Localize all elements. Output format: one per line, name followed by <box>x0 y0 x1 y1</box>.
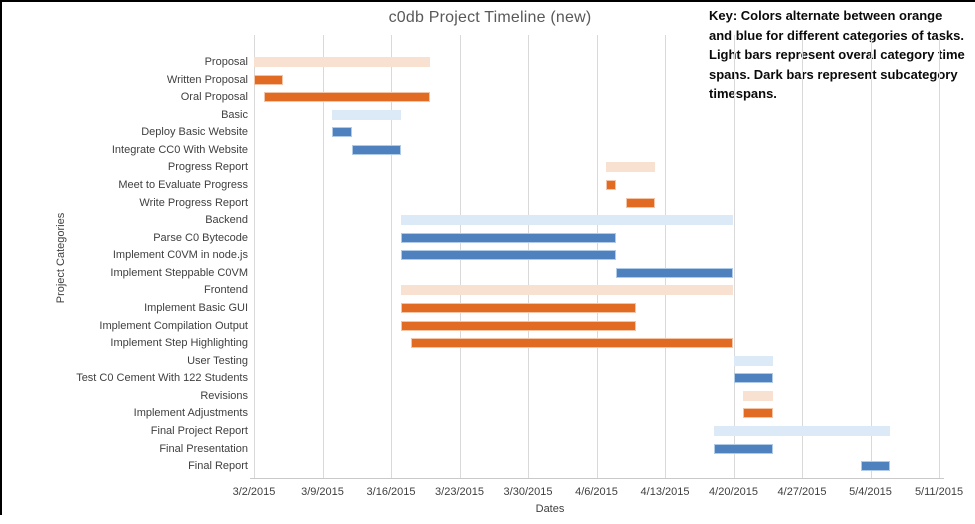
task-bar <box>713 426 890 436</box>
category-label: Final Presentation <box>159 442 248 455</box>
category-label: Implement Compilation Output <box>99 319 248 332</box>
gridline <box>870 35 872 478</box>
chart-title: c0db Project Timeline (new) <box>388 9 592 26</box>
task-bar <box>743 390 773 401</box>
category-label: Meet to Evaluate Progress <box>118 179 248 191</box>
task-bar <box>400 215 734 226</box>
category-label: Final Project Report <box>150 425 248 437</box>
x-tick-label: 5/11/2015 <box>914 486 964 498</box>
task-bar <box>254 57 431 67</box>
category-label: Test C0 Cement With 122 Students <box>76 372 248 385</box>
category-label: Backend <box>205 214 248 227</box>
category-label: Integrate CC0 With Website <box>111 143 248 156</box>
x-tick-label: 5/4/2015 <box>849 486 892 498</box>
task-bar <box>351 144 401 155</box>
category-label: Implement C0VM in node.js <box>112 249 248 262</box>
task-bar <box>860 461 891 472</box>
gridline <box>802 35 803 478</box>
x-tick-label: 3/30/2015 <box>503 486 553 498</box>
category-label: Deploy Basic Website <box>141 126 248 139</box>
category-label: Progress Report <box>167 161 248 174</box>
x-tick-label: 3/16/2015 <box>366 486 416 498</box>
x-axis-line <box>250 478 944 479</box>
x-tick-label: 4/27/2015 <box>777 486 827 498</box>
task-bar <box>400 303 636 313</box>
task-bar <box>410 338 734 349</box>
x-tick-label: 4/20/2015 <box>709 486 758 498</box>
task-bar <box>254 74 284 85</box>
x-tick-label: 3/23/2015 <box>435 486 484 498</box>
window-border-top <box>0 0 975 2</box>
task-bar <box>400 285 734 296</box>
category-label: Final Report <box>188 460 248 473</box>
task-bar <box>400 250 617 261</box>
task-bar <box>606 162 656 173</box>
task-bar <box>332 127 352 138</box>
gridline <box>254 35 255 478</box>
category-label: Proposal <box>204 56 248 68</box>
category-label: Implement Basic GUI <box>144 302 248 314</box>
category-label: Written Proposal <box>166 73 248 86</box>
x-tick-label: 3/2/2015 <box>232 486 276 498</box>
x-tick-label: 4/6/2015 <box>575 486 618 498</box>
x-tick-label: 4/13/2015 <box>640 486 690 498</box>
gridline <box>322 35 324 478</box>
task-bar <box>743 408 773 419</box>
task-bar <box>733 355 773 366</box>
task-bar <box>616 267 734 278</box>
task-bar <box>332 109 401 120</box>
gridline <box>665 35 666 478</box>
chart-key-note: Key: Colors alternate between orange and… <box>709 8 965 101</box>
category-label: Implement Steppable C0VM <box>110 266 248 279</box>
category-label: Frontend <box>203 284 248 297</box>
task-bar <box>713 443 773 454</box>
category-label: User Testing <box>187 354 248 367</box>
gridline <box>939 35 940 478</box>
task-bar <box>733 373 773 384</box>
category-label: Parse C0 Bytecode <box>153 231 248 244</box>
x-axis-label: Dates <box>535 503 565 515</box>
task-bar <box>400 232 617 243</box>
task-bar <box>263 92 431 103</box>
category-label: Oral Proposal <box>180 91 248 104</box>
task-bar <box>400 320 636 331</box>
window-border-left <box>0 0 2 515</box>
x-tick-label: 3/9/2015 <box>301 486 344 498</box>
task-bar <box>625 197 656 208</box>
category-label: Revisions <box>200 389 248 402</box>
category-label: Implement Step Highlighting <box>110 337 248 350</box>
category-label: Write Progress Report <box>139 196 248 209</box>
gridline <box>391 35 392 478</box>
category-label: Implement Adjustments <box>133 407 248 420</box>
gridline <box>733 35 735 478</box>
task-bar <box>606 180 617 190</box>
category-label: Basic <box>221 108 248 121</box>
